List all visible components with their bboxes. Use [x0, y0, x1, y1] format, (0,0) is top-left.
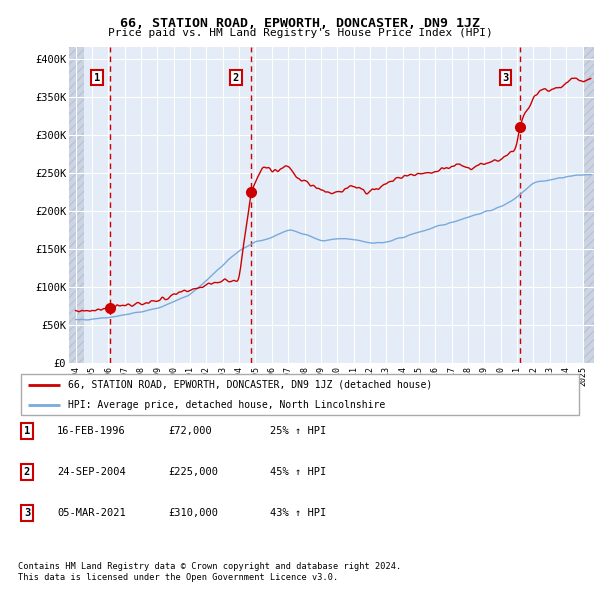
Text: £225,000: £225,000	[168, 467, 218, 477]
Text: £72,000: £72,000	[168, 426, 212, 435]
Text: Price paid vs. HM Land Registry's House Price Index (HPI): Price paid vs. HM Land Registry's House …	[107, 28, 493, 38]
Text: 2: 2	[24, 467, 30, 477]
Text: 2: 2	[233, 73, 239, 83]
Text: 1: 1	[24, 426, 30, 435]
FancyBboxPatch shape	[21, 374, 579, 415]
Text: This data is licensed under the Open Government Licence v3.0.: This data is licensed under the Open Gov…	[18, 572, 338, 582]
Text: 66, STATION ROAD, EPWORTH, DONCASTER, DN9 1JZ (detached house): 66, STATION ROAD, EPWORTH, DONCASTER, DN…	[68, 380, 432, 390]
Text: 45% ↑ HPI: 45% ↑ HPI	[270, 467, 326, 477]
Text: 66, STATION ROAD, EPWORTH, DONCASTER, DN9 1JZ: 66, STATION ROAD, EPWORTH, DONCASTER, DN…	[120, 17, 480, 30]
Text: HPI: Average price, detached house, North Lincolnshire: HPI: Average price, detached house, Nort…	[68, 401, 385, 410]
Text: 24-SEP-2004: 24-SEP-2004	[57, 467, 126, 477]
Text: 05-MAR-2021: 05-MAR-2021	[57, 509, 126, 518]
Text: Contains HM Land Registry data © Crown copyright and database right 2024.: Contains HM Land Registry data © Crown c…	[18, 562, 401, 571]
Text: 25% ↑ HPI: 25% ↑ HPI	[270, 426, 326, 435]
Text: 16-FEB-1996: 16-FEB-1996	[57, 426, 126, 435]
Text: 3: 3	[503, 73, 509, 83]
Text: £310,000: £310,000	[168, 509, 218, 518]
Text: 43% ↑ HPI: 43% ↑ HPI	[270, 509, 326, 518]
Text: 1: 1	[94, 73, 100, 83]
Text: 3: 3	[24, 509, 30, 518]
